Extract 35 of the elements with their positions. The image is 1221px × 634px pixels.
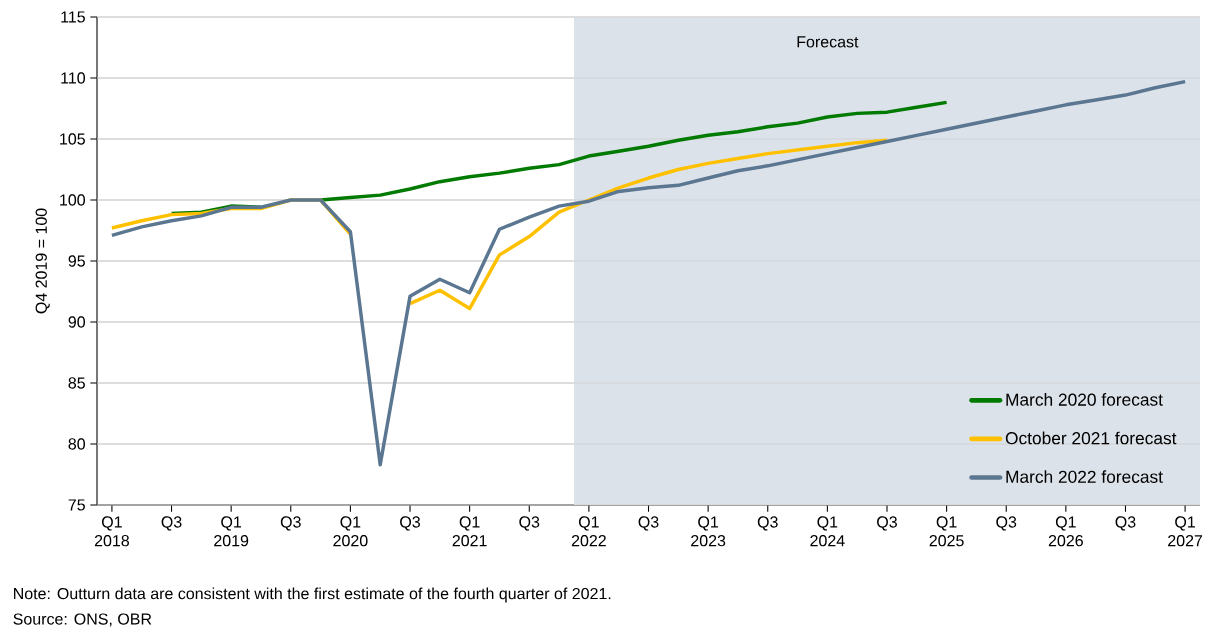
x-tick-label: Q3	[1115, 516, 1136, 531]
x-tick-label: Q3	[877, 516, 897, 531]
x-tick-label: Q3	[519, 516, 540, 531]
legend-label: March 2022 forecast	[1006, 470, 1163, 483]
y-tick-label: 95	[68, 255, 85, 267]
x-tick-label: Q1 2027	[1168, 516, 1203, 547]
source-note: Source: ONS, OBR	[13, 613, 152, 627]
x-tick-label: Q3	[638, 516, 659, 531]
band-label: Forecast	[797, 36, 859, 48]
x-tick-label: Q1 2021	[452, 516, 487, 547]
x-tick-label: Q1 2023	[691, 516, 726, 547]
y-tick-label: 100	[60, 194, 86, 206]
y-axis-title: Q4 2019 = 100	[35, 208, 50, 314]
x-tick-label: Q1 2024	[810, 516, 845, 547]
x-tick-label: Q1 2019	[214, 516, 249, 547]
text: Note: Outturn data are consistent with the first estimate of the fourth quarter of 2021.	[14, 587, 611, 603]
x-tick-label: Q1 2025	[929, 516, 964, 547]
x-tick-label: Q1 2026	[1048, 516, 1083, 547]
y-tick-label: 110	[61, 72, 86, 84]
y-tick-label: 105	[60, 133, 85, 145]
legend-label: October 2021 forecast	[1005, 431, 1177, 445]
x-tick-label: Q1 2020	[333, 516, 368, 547]
x-tick-label: Q3	[757, 516, 778, 531]
legend-label: March 2020 forecast	[1006, 393, 1163, 406]
x-tick-label: Q1 2018	[94, 516, 129, 547]
y-tick-label: 115	[61, 11, 85, 23]
x-tick-label: Q3	[280, 516, 301, 531]
y-tick-label: 90	[68, 316, 86, 328]
x-tick-label: Q3	[161, 516, 182, 531]
x-tick-label: Q3	[996, 516, 1017, 531]
y-tick-label: 80	[68, 438, 86, 450]
y-tick-label: 85	[68, 377, 85, 389]
y-tick-label: 75	[68, 499, 85, 511]
x-tick-label: Q1 2022	[571, 516, 606, 547]
x-tick-label: Q3	[400, 516, 420, 531]
